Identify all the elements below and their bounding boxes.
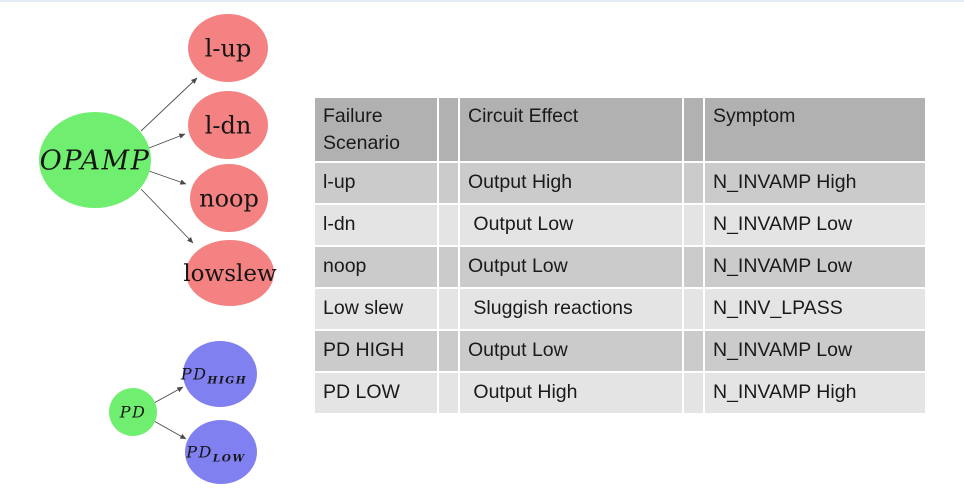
- cell-symptom: N_INVAMP Low: [703, 203, 927, 247]
- node-ldn: l-dn: [188, 91, 268, 159]
- cell-scenario: Low slew: [313, 287, 439, 331]
- gap-cell: [437, 203, 460, 247]
- header-gap-cell: [437, 96, 460, 163]
- pd-high-subscript: HIGH: [206, 375, 247, 387]
- cell-effect: Sluggish reactions: [458, 287, 684, 331]
- noop-ellipse: [190, 164, 268, 232]
- cell-effect: Output Low: [458, 245, 684, 289]
- cell-symptom: N_INVAMP High: [703, 161, 927, 205]
- pd-edges: [153, 386, 187, 440]
- edge-arrow-opamp-lup: [140, 77, 198, 132]
- ldn-ellipse: [188, 91, 268, 159]
- gap-cell: [437, 371, 460, 415]
- table-row: noop Output Low N_INVAMP Low: [313, 245, 927, 289]
- gap-cell: [437, 287, 460, 331]
- column-header-circuit-effect: Circuit Effect: [458, 96, 684, 163]
- edge-arrow-opamp-ldn: [148, 133, 186, 149]
- gap-cell: [682, 161, 705, 205]
- lup-ellipse: [188, 14, 268, 82]
- cell-scenario: PD HIGH: [313, 329, 439, 373]
- column-header-failure-scenario: Failure Scenario: [313, 96, 439, 163]
- edge-arrow-pd-high: [153, 386, 184, 404]
- table-row: PD LOW Output High N_INVAMP High: [313, 371, 927, 415]
- failure-table: Failure Scenario Circuit Effect Symptom …: [313, 96, 927, 415]
- cell-symptom: N_INVAMP Low: [703, 329, 927, 373]
- gap-cell: [682, 245, 705, 289]
- node-pd-low: PDLOW: [185, 420, 257, 484]
- edge-arrow-opamp-lowslew: [140, 188, 194, 244]
- gap-cell: [682, 329, 705, 373]
- pd-low-main: PD: [185, 443, 213, 462]
- pd-high-main: PD: [180, 365, 208, 384]
- top-artifact-strip: [0, 0, 964, 2]
- column-header-symptom: Symptom: [703, 96, 927, 163]
- opamp-edges: [140, 77, 198, 244]
- edge-arrow-opamp-noop: [148, 170, 187, 185]
- header-gap-cell: [682, 96, 705, 163]
- pd-low-ellipse: [185, 420, 257, 484]
- pd-low-subscript: LOW: [212, 453, 246, 465]
- pd-low-label: PDLOW: [185, 443, 245, 465]
- gap-cell: [437, 329, 460, 373]
- node-pd: PD: [109, 388, 157, 436]
- gap-cell: [682, 287, 705, 331]
- cell-scenario: l-dn: [313, 203, 439, 247]
- lowslew-label: lowslew: [183, 261, 277, 287]
- opamp-ellipse: [39, 112, 151, 208]
- node-noop: noop: [190, 164, 268, 232]
- table-row: l-dn Output Low N_INVAMP Low: [313, 203, 927, 247]
- gap-cell: [437, 161, 460, 205]
- cell-symptom: N_INV_LPASS: [703, 287, 927, 331]
- edge-arrow-pd-low: [153, 420, 187, 440]
- gap-cell: [437, 245, 460, 289]
- pd-high-label: PDHIGH: [180, 365, 247, 387]
- pd-high-ellipse: [183, 341, 257, 407]
- cell-effect: Output Low: [458, 203, 684, 247]
- table-row: PD HIGH Output Low N_INVAMP Low: [313, 329, 927, 373]
- pd-ellipse: [109, 388, 157, 436]
- cell-scenario: PD LOW: [313, 371, 439, 415]
- gap-cell: [682, 371, 705, 415]
- ldn-label: l-dn: [205, 111, 252, 139]
- lowslew-ellipse: [186, 240, 274, 306]
- node-lowslew: lowslew: [183, 240, 277, 306]
- cell-scenario: l-up: [313, 161, 439, 205]
- cell-effect: Output Low: [458, 329, 684, 373]
- node-opamp: OPAMP: [39, 112, 151, 208]
- noop-label: noop: [199, 184, 259, 212]
- table-row: Low slew Sluggish reactions N_INV_LPASS: [313, 287, 927, 331]
- cell-scenario: noop: [313, 245, 439, 289]
- table-header-row: Failure Scenario Circuit Effect Symptom: [313, 96, 927, 163]
- cell-symptom: N_INVAMP Low: [703, 245, 927, 289]
- cell-effect: Output High: [458, 371, 684, 415]
- node-pd-high: PDHIGH: [180, 341, 257, 407]
- node-lup: l-up: [188, 14, 268, 82]
- table-row: l-up Output High N_INVAMP High: [313, 161, 927, 205]
- cell-effect: Output High: [458, 161, 684, 205]
- cell-symptom: N_INVAMP High: [703, 371, 927, 415]
- opamp-label: OPAMP: [40, 145, 151, 176]
- gap-cell: [682, 203, 705, 247]
- fault-tree-diagram: OPAMP l-up l-dn noop lowslew PD: [39, 14, 277, 484]
- lup-label: l-up: [205, 34, 252, 62]
- pd-label: PD: [119, 403, 147, 422]
